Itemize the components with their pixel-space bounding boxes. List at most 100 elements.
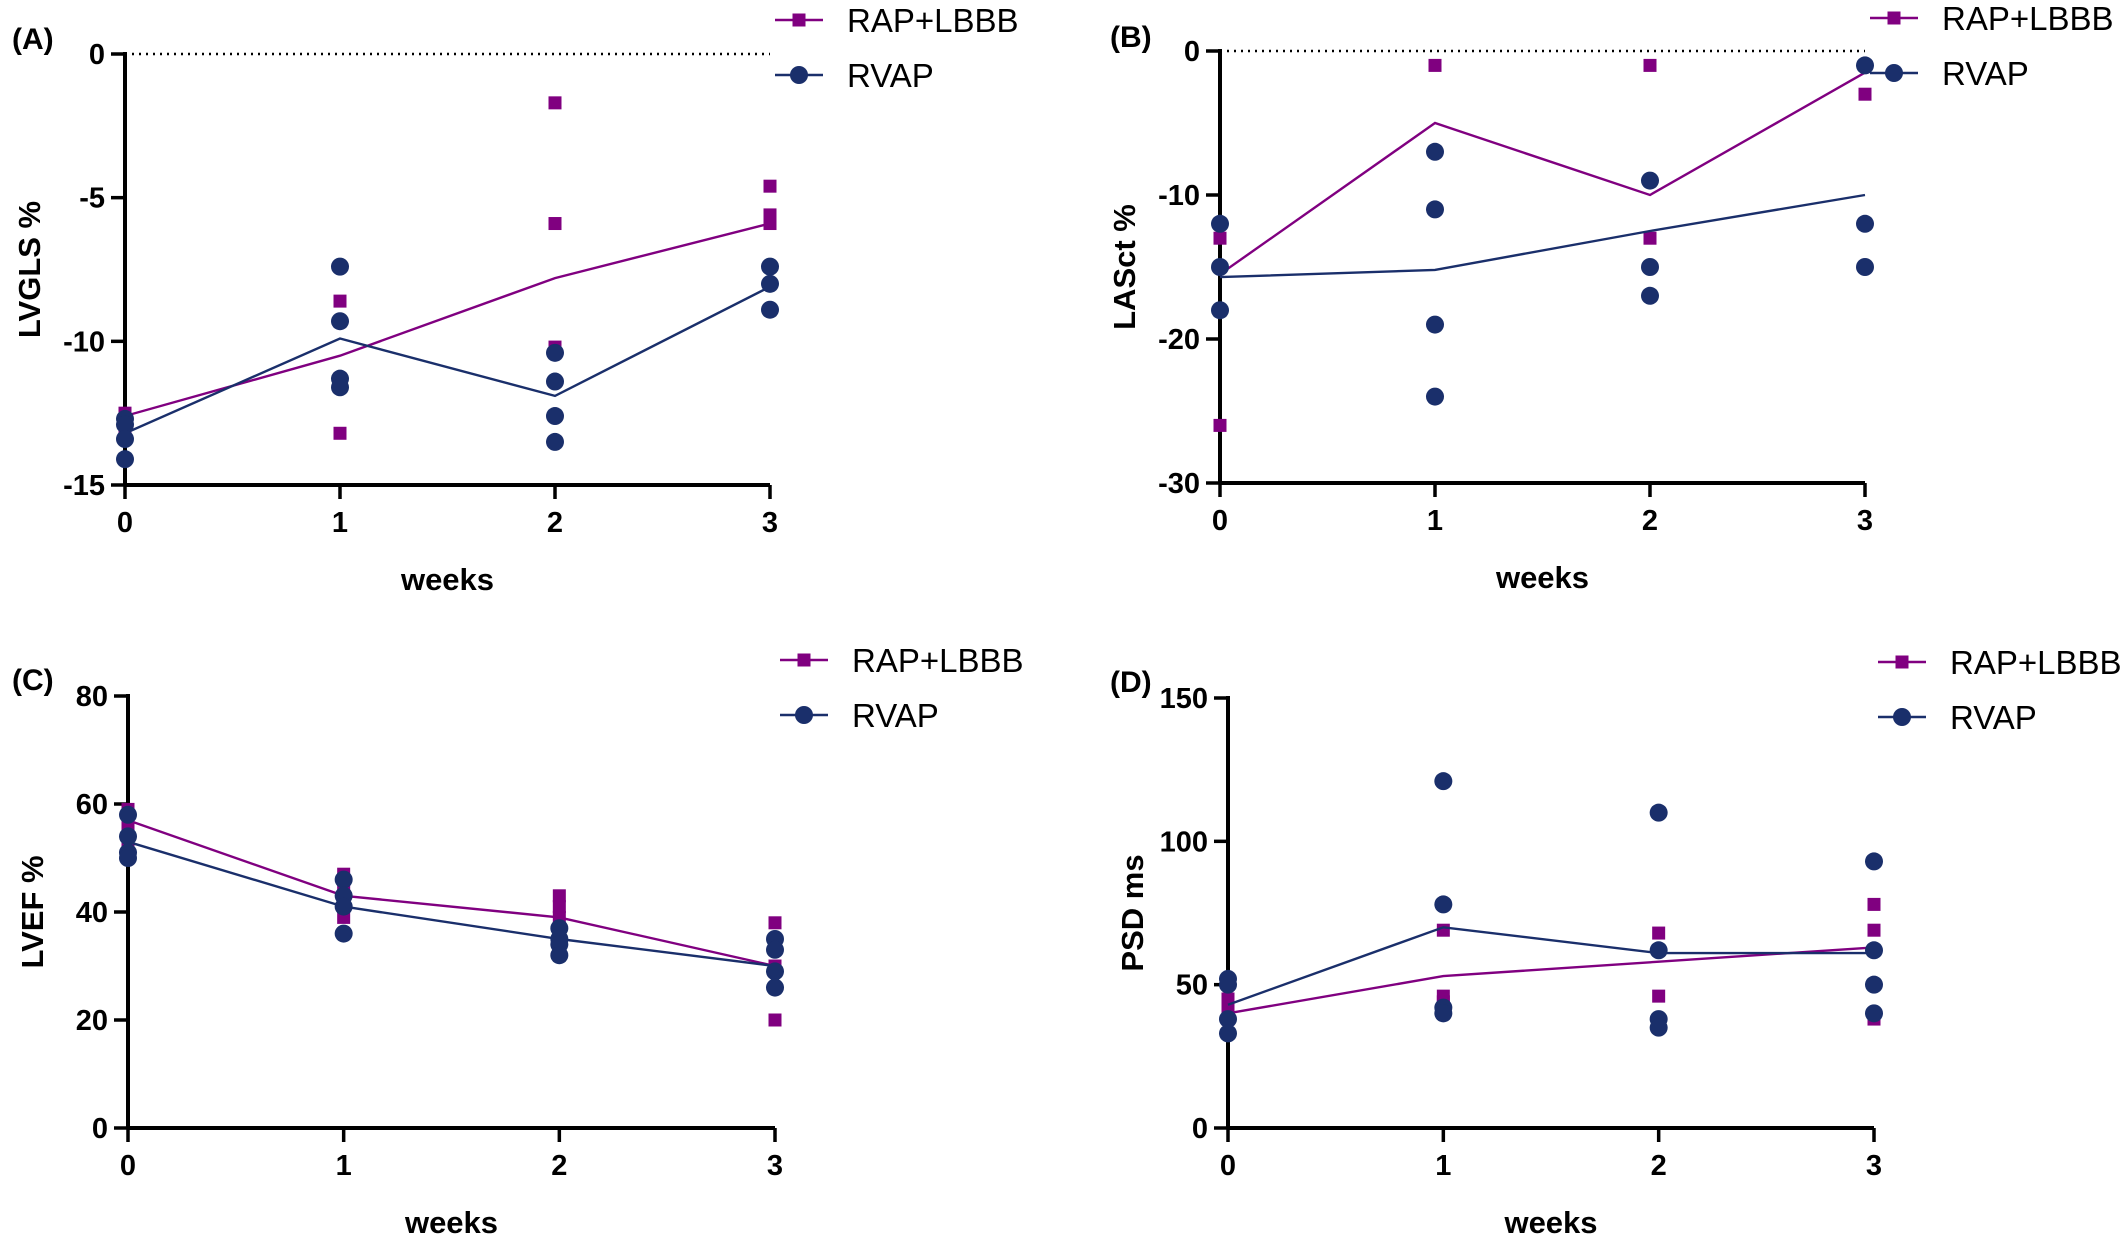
chart-panel: (B) -30 -20 -10 0 0 1 2 3 weeks LASct % RAP+LBBB RVA… [1107, 0, 2114, 595]
data-point [766, 962, 784, 981]
data-point [766, 940, 784, 959]
mean-line [124, 285, 771, 435]
data-point [552, 889, 566, 903]
data-point [768, 1013, 782, 1027]
y-tick-label: 0 [1192, 1113, 1208, 1145]
data-point [119, 805, 137, 824]
data-point [1426, 142, 1444, 161]
series-rvap [1219, 772, 1883, 1043]
data-point [1219, 975, 1237, 994]
x-tick-label: 0 [1212, 505, 1228, 537]
chart-panel: (C) 0 20 40 60 80 0 1 2 3 weeks LVEF % RAP+LBBB RVAP [12, 642, 1024, 1240]
data-point [1652, 926, 1666, 940]
data-point [333, 294, 347, 308]
y-tick-label: 0 [1184, 36, 1200, 68]
x-tick-label: 0 [1220, 1150, 1236, 1182]
data-point [1213, 231, 1227, 245]
data-point [552, 900, 566, 914]
x-tick-label: 3 [1857, 505, 1873, 537]
data-point [1856, 214, 1874, 233]
data-point [1434, 1004, 1453, 1023]
data-point [768, 916, 782, 930]
data-point [1649, 803, 1668, 822]
x-tick-label: 0 [117, 507, 133, 539]
y-tick-label: 40 [76, 897, 108, 929]
data-point [334, 897, 353, 916]
series-rvap [116, 257, 779, 469]
mean-line [127, 819, 776, 968]
mean-line [1219, 193, 1866, 279]
panel-label: (A) [12, 23, 54, 56]
chart-panel: (A) -15 -10 -5 0 0 1 2 3 weeks LVGLS % RAP+LBBB RVAP [12, 2, 1019, 597]
x-tick-label: 1 [336, 1150, 352, 1182]
legend-marker [1885, 64, 1903, 82]
y-tick-label: 60 [76, 789, 108, 821]
x-tick-label: 1 [1435, 1150, 1451, 1182]
data-point [1434, 895, 1453, 914]
data-point [116, 415, 134, 434]
data-point [546, 372, 564, 391]
mean-line [1227, 946, 1875, 1015]
x-tick-label: 3 [1866, 1150, 1882, 1182]
mean-line [127, 840, 776, 968]
data-point [1649, 941, 1668, 960]
series-rap-lbbb [121, 802, 782, 1027]
data-point [1426, 200, 1444, 219]
legend-marker [1887, 11, 1901, 25]
data-point [1211, 214, 1229, 233]
data-point [1428, 58, 1442, 72]
data-point [331, 378, 349, 397]
panel-label: (D) [1110, 666, 1152, 699]
legend-marker [792, 13, 806, 27]
data-point [761, 257, 779, 276]
data-point [546, 432, 564, 451]
data-point [1856, 258, 1874, 276]
mean-line [1227, 926, 1874, 1006]
x-axis-title: weeks [400, 562, 494, 597]
legend-marker [1893, 708, 1911, 726]
legend-label: RVAP [1942, 55, 2029, 92]
data-point [546, 407, 564, 426]
data-point [1865, 941, 1883, 960]
x-axis-title: weeks [404, 1205, 498, 1240]
data-point [1641, 286, 1659, 305]
y-tick-label: -5 [79, 183, 105, 215]
data-point [1211, 258, 1229, 276]
y-tick-label: -15 [63, 470, 105, 502]
y-tick-label: -20 [1158, 324, 1200, 356]
data-point [763, 179, 777, 193]
legend-marker [790, 66, 808, 84]
legend: RAP+LBBB RVAP [780, 642, 1024, 734]
data-point [119, 827, 137, 846]
x-tick-label: 3 [767, 1150, 783, 1182]
legend-label: RVAP [1950, 699, 2037, 736]
x-axis-title: weeks [1503, 1205, 1597, 1240]
chart-panel: (D) 0 50 100 150 0 1 2 3 weeks PSD ms RAP+LBBB RVAP [1110, 644, 2122, 1240]
y-axis-title: LASct % [1107, 204, 1142, 330]
x-tick-label: 0 [120, 1150, 136, 1182]
series-rap-lbbb [1213, 58, 1872, 432]
series-rvap [1211, 56, 1874, 406]
data-point [1867, 897, 1881, 911]
data-point [763, 217, 777, 231]
data-point [1436, 923, 1450, 937]
y-tick-label: -30 [1158, 468, 1200, 500]
legend-label: RAP+LBBB [1950, 644, 2122, 681]
legend: RAP+LBBB RVAP [775, 2, 1019, 94]
legend-label: RVAP [852, 697, 939, 734]
y-axis-title: LVGLS % [12, 201, 47, 338]
data-point [546, 343, 564, 362]
data-point [119, 849, 137, 867]
x-axis-title: weeks [1495, 560, 1589, 595]
y-tick-label: 50 [1176, 970, 1208, 1002]
legend-label: RVAP [847, 57, 934, 94]
data-point [1652, 989, 1666, 1003]
data-point [1434, 772, 1453, 791]
data-point [1211, 301, 1229, 320]
series-rap-lbbb [1221, 897, 1881, 1029]
data-point [116, 450, 134, 469]
data-point [1865, 975, 1883, 994]
data-point [1865, 1004, 1883, 1023]
data-point [334, 870, 353, 889]
